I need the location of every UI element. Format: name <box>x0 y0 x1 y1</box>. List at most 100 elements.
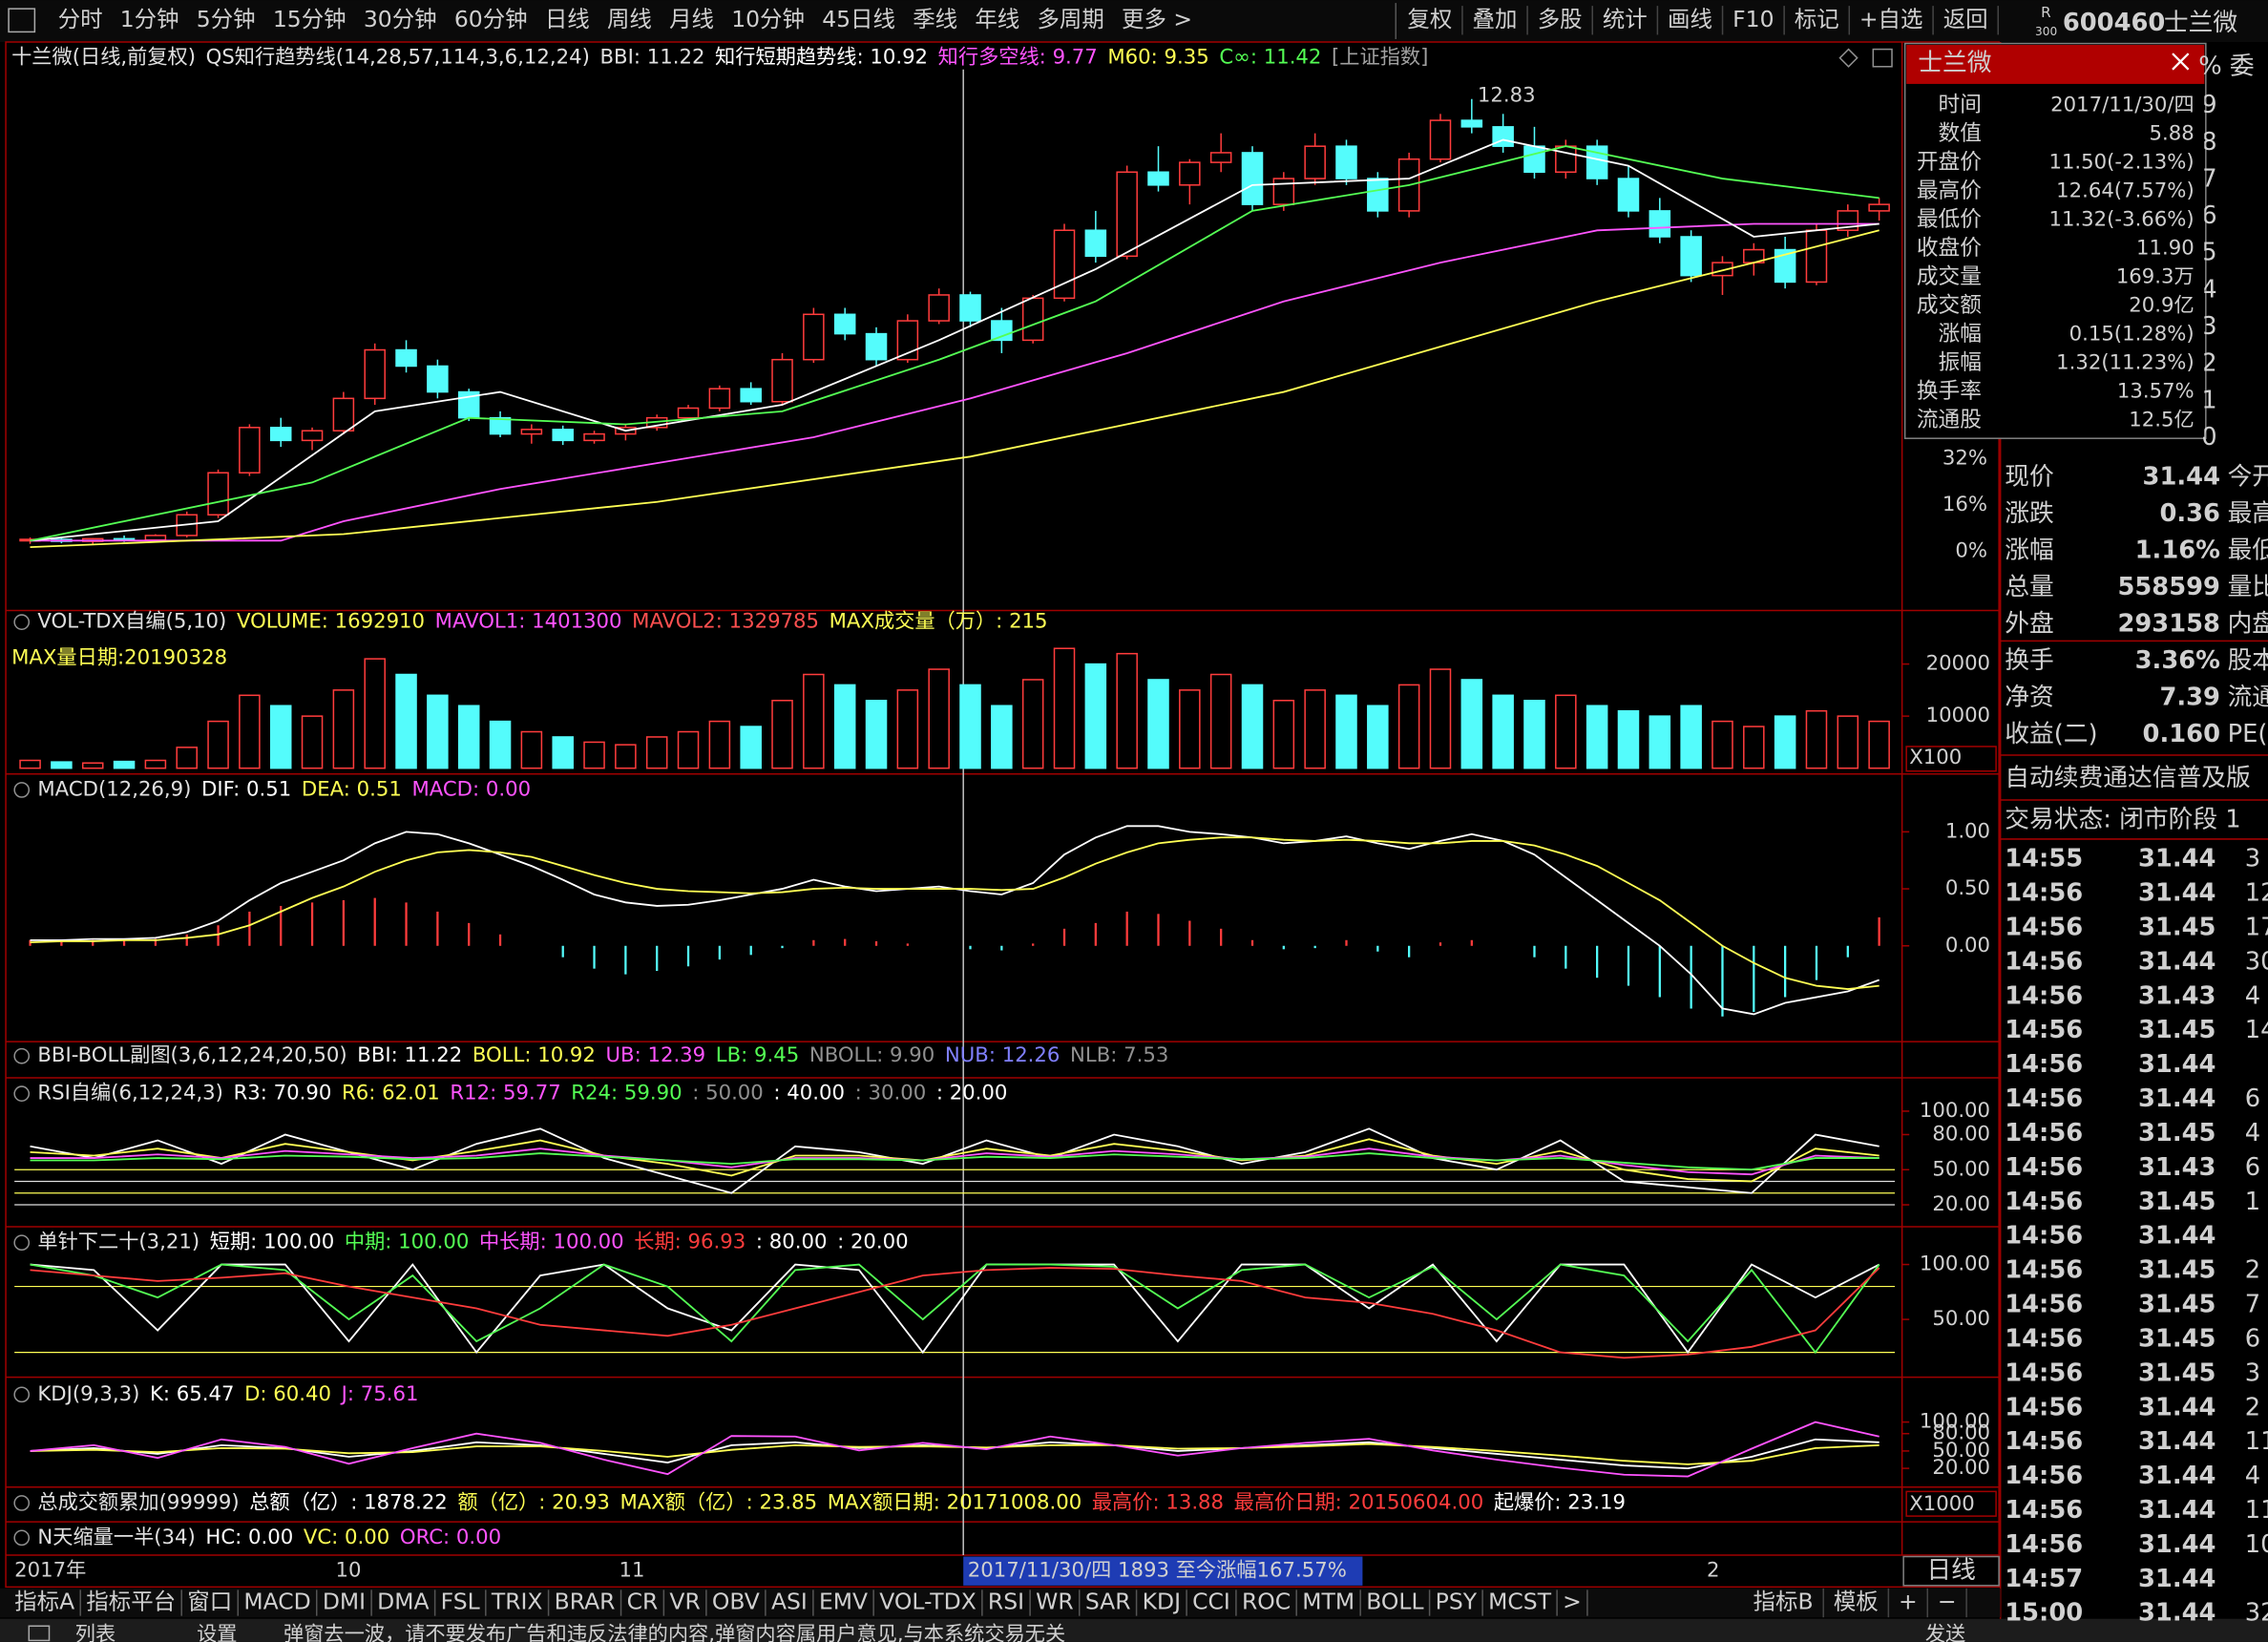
tool-button[interactable]: 复权 <box>1407 6 1452 32</box>
indicator-tab[interactable]: EMV <box>819 1589 868 1615</box>
legend-item: BBI: 11.22 <box>357 1043 462 1067</box>
tool-button[interactable]: 画线 <box>1668 6 1712 32</box>
tool-button[interactable]: 多股 <box>1538 6 1583 32</box>
popup-close[interactable] <box>2172 53 2190 71</box>
indicator-tab[interactable]: DMA <box>377 1589 429 1615</box>
popup-label: 换手率 <box>1917 379 1982 404</box>
indicator-tab[interactable]: KDJ <box>1143 1589 1181 1615</box>
period-tab[interactable]: 1分钟 <box>120 6 179 32</box>
period-tab[interactable]: 月线 <box>669 6 714 32</box>
legend-item: : 20.00 <box>936 1082 1008 1105</box>
tick-price: 31.45 <box>2138 1358 2216 1387</box>
indicator-tab[interactable]: MCST <box>1488 1589 1552 1615</box>
period-label: 日线 <box>1926 1556 1976 1585</box>
tool-button[interactable]: 返回 <box>1943 6 1988 32</box>
period-tab[interactable]: 5分钟 <box>197 6 256 32</box>
status-send[interactable]: 发送 <box>1925 1622 1965 1642</box>
tool-button[interactable]: F10 <box>1732 6 1774 32</box>
indicator-tab[interactable]: DMI <box>323 1589 366 1615</box>
indicator-tab[interactable]: ROC <box>1242 1589 1291 1615</box>
indicator-tab[interactable]: WR <box>1036 1589 1074 1615</box>
volume-bar <box>81 762 104 769</box>
indicator-tab[interactable]: CCI <box>1192 1589 1230 1615</box>
y-tick-label: 50.00 <box>1932 1157 1990 1181</box>
period-tab[interactable]: 15分钟 <box>273 6 346 32</box>
indicator-tab[interactable]: PSY <box>1436 1589 1478 1615</box>
indicator-tab[interactable]: TRIX <box>491 1589 543 1615</box>
status-list[interactable]: 列表 <box>75 1622 116 1642</box>
period-tab[interactable]: 季线 <box>913 6 957 32</box>
indicator-tab[interactable]: FSL <box>441 1589 480 1615</box>
tab-button[interactable]: 模板 <box>1834 1589 1879 1615</box>
tool-button[interactable]: 标记 <box>1795 6 1839 32</box>
tick-volume: 1 <box>2245 1188 2260 1216</box>
quote-label: 外盘 <box>2005 610 2054 639</box>
indicator-tab[interactable]: ASI <box>771 1589 808 1615</box>
tab-button[interactable]: 指标B <box>1754 1589 1814 1615</box>
tick-time: 14:56 <box>2005 1358 2083 1387</box>
legend-item: : 50.00 <box>692 1082 764 1105</box>
legend-item: NUB: 12.26 <box>945 1043 1060 1067</box>
menu-icon[interactable] <box>8 8 36 33</box>
period-tab[interactable]: 60分钟 <box>454 6 528 32</box>
y-tick-label: 50.00 <box>1932 1307 1990 1331</box>
indicator-tab[interactable]: VR <box>669 1589 700 1615</box>
tool-button[interactable]: 叠加 <box>1473 6 1518 32</box>
period-tab[interactable]: 周线 <box>607 6 652 32</box>
indicator-tab[interactable]: 窗口 <box>187 1589 232 1615</box>
volume-bar <box>176 747 198 769</box>
indicator-legend: MACD(12,26,9) DIF: 0.51 DEA: 0.51 MACD: 0.0… <box>37 777 531 801</box>
candle-body <box>1523 145 1545 174</box>
indicator-tab[interactable]: BRAR <box>555 1589 616 1615</box>
legend-item: 单针下二十(3,21) <box>37 1231 200 1254</box>
indicator-tab[interactable]: SAR <box>1085 1589 1131 1615</box>
indicator-tab[interactable]: CR <box>627 1589 659 1615</box>
period-tab[interactable]: 10分钟 <box>731 6 805 32</box>
volume-bar <box>1367 705 1389 769</box>
quote-label: 量比 <box>2228 573 2268 601</box>
y-tick-label: 100.00 <box>1920 1253 1990 1276</box>
period-tab[interactable]: 45日线 <box>822 6 895 32</box>
indicator-tab[interactable]: VOL-TDX <box>879 1589 976 1615</box>
period-tab[interactable]: 年线 <box>975 6 1019 32</box>
y-tick-label: 100.00 <box>1920 1410 1990 1434</box>
indicator-tab[interactable]: OBV <box>712 1589 760 1615</box>
tool-button[interactable]: 统计 <box>1603 6 1648 32</box>
indicator-tab[interactable]: 指标A <box>14 1589 74 1615</box>
indicator-tab[interactable]: MTM <box>1302 1589 1354 1615</box>
volume-bar <box>1523 700 1545 769</box>
status-settings[interactable]: 设置 <box>197 1622 237 1642</box>
candle-body <box>1648 210 1671 238</box>
indicator-tab[interactable]: RSI <box>988 1589 1024 1615</box>
legend-item: 知行短期趋势线: 10.92 <box>715 46 928 70</box>
tick-price: 31.45 <box>2138 913 2216 941</box>
popup-label: 振幅 <box>1939 350 1982 375</box>
tick-time: 14:56 <box>2005 1188 2083 1216</box>
legend-item: 短期: 100.00 <box>210 1231 334 1254</box>
indicator-legend: 十兰微(日线,前复权) QS知行趋势线(14,28,57,114,3,6,12,2… <box>11 46 1428 70</box>
tab-button[interactable]: + <box>1899 1589 1918 1615</box>
indicator-tab[interactable]: > <box>1563 1589 1582 1615</box>
quote-value: 558599 <box>2117 573 2220 601</box>
book-fragment: 8 <box>2201 128 2216 157</box>
volume-bar <box>269 705 292 769</box>
tick-price: 31.44 <box>2138 845 2216 874</box>
quote-label: 今开 <box>2228 463 2268 492</box>
candle-body <box>207 472 229 516</box>
book-fragment: 9 <box>2201 91 2216 119</box>
period-tab[interactable]: 分时 <box>58 6 103 32</box>
tab-button[interactable]: − <box>1938 1589 1957 1615</box>
candle-body <box>144 535 167 541</box>
period-tab[interactable]: 30分钟 <box>364 6 437 32</box>
candle-body <box>1241 152 1264 205</box>
indicator-tab[interactable]: MACD <box>243 1589 310 1615</box>
volume-bar <box>1241 684 1264 769</box>
period-tab[interactable]: 更多 > <box>1122 6 1192 32</box>
tool-button[interactable]: +自选 <box>1859 6 1923 32</box>
quote-label: 流通 <box>2228 684 2268 712</box>
indicator-tab[interactable]: 指标平台 <box>86 1589 176 1615</box>
legend-item: ORC: 0.00 <box>400 1526 501 1549</box>
indicator-tab[interactable]: BOLL <box>1366 1589 1423 1615</box>
period-tab[interactable]: 多周期 <box>1037 6 1103 32</box>
period-tab[interactable]: 日线 <box>545 6 590 32</box>
